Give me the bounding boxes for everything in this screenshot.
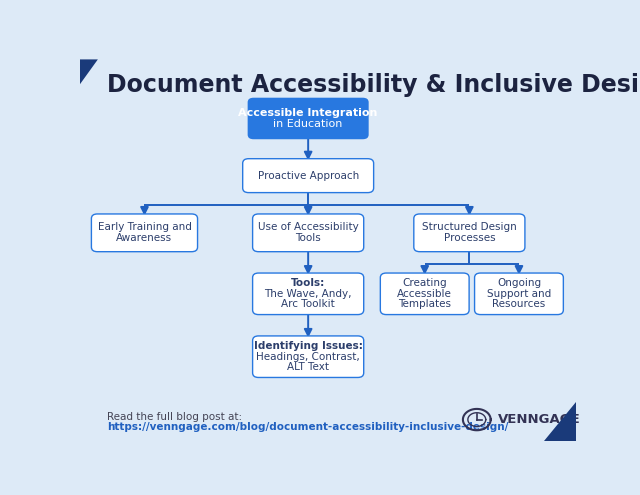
Text: Tools: Tools	[295, 233, 321, 243]
Text: Creating: Creating	[403, 278, 447, 288]
Text: Ongoing: Ongoing	[497, 278, 541, 288]
Text: Tools:: Tools:	[291, 278, 325, 288]
Text: Identifying Issues:: Identifying Issues:	[253, 341, 363, 351]
Text: Use of Accessibility: Use of Accessibility	[258, 222, 358, 233]
Text: Early Training and: Early Training and	[97, 222, 191, 233]
FancyBboxPatch shape	[92, 214, 198, 251]
Polygon shape	[80, 59, 98, 84]
Text: Accessible: Accessible	[397, 289, 452, 299]
Text: Templates: Templates	[398, 299, 451, 309]
FancyBboxPatch shape	[380, 273, 469, 315]
Text: Support and: Support and	[487, 289, 551, 299]
FancyBboxPatch shape	[248, 98, 369, 139]
Text: The Wave, Andy,: The Wave, Andy,	[264, 289, 352, 299]
Text: Arc Toolkit: Arc Toolkit	[282, 299, 335, 309]
FancyBboxPatch shape	[414, 214, 525, 251]
Text: Read the full blog post at:: Read the full blog post at:	[108, 412, 243, 422]
Text: ALT Text: ALT Text	[287, 362, 329, 372]
Polygon shape	[544, 402, 576, 441]
Text: Awareness: Awareness	[116, 233, 173, 243]
Text: Structured Design: Structured Design	[422, 222, 516, 233]
FancyBboxPatch shape	[253, 273, 364, 315]
FancyBboxPatch shape	[243, 159, 374, 193]
Text: Accessible Integration: Accessible Integration	[239, 108, 378, 118]
Text: https://venngage.com/blog/document-accessibility-inclusive-design/: https://venngage.com/blog/document-acces…	[108, 422, 509, 432]
Text: VENNGAGE: VENNGAGE	[498, 413, 581, 426]
Text: Proactive Approach: Proactive Approach	[257, 171, 359, 181]
Text: Headings, Contrast,: Headings, Contrast,	[256, 351, 360, 362]
Text: in Education: in Education	[273, 119, 343, 129]
FancyBboxPatch shape	[253, 214, 364, 251]
Text: Document Accessibility & Inclusive Design: Document Accessibility & Inclusive Desig…	[108, 73, 640, 97]
Text: Resources: Resources	[492, 299, 545, 309]
FancyBboxPatch shape	[253, 336, 364, 378]
FancyBboxPatch shape	[475, 273, 563, 315]
Text: Processes: Processes	[444, 233, 495, 243]
